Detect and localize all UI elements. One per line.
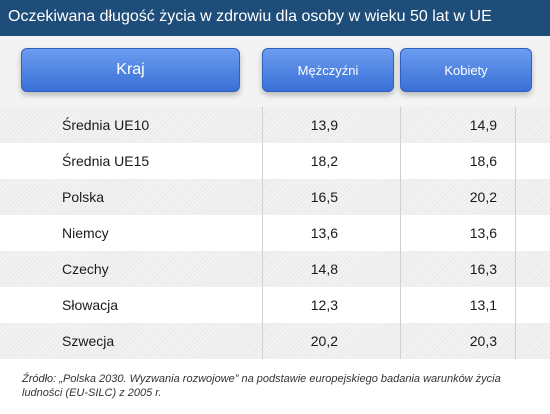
men-value-cell: 12,3 bbox=[310, 297, 338, 313]
table-row: Czechy 14,8 16,3 bbox=[0, 251, 550, 287]
country-cell: Średnia UE10 bbox=[62, 117, 150, 133]
data-table: Średnia UE10 13,9 14,9 Średnia UE15 18,2… bbox=[0, 107, 550, 359]
country-cell: Czechy bbox=[62, 261, 109, 277]
table-row: Średnia UE10 13,9 14,9 bbox=[0, 107, 550, 143]
men-value-cell: 14,8 bbox=[310, 261, 338, 277]
table-row: Szwecja 20,2 20,3 bbox=[0, 323, 550, 359]
men-value-cell: 16,5 bbox=[310, 189, 338, 205]
women-value-cell: 13,1 bbox=[469, 297, 497, 313]
source-note: Źródło: „Polska 2030. Wyzwania rozwojowe… bbox=[22, 373, 501, 399]
table-row: Średnia UE15 18,2 18,6 bbox=[0, 143, 550, 179]
title-bar: Oczekiwana długość życia w zdrowiu dla o… bbox=[0, 0, 550, 36]
men-value-cell: 18,2 bbox=[310, 153, 338, 169]
page-title: Oczekiwana długość życia w zdrowiu dla o… bbox=[8, 8, 492, 25]
column-divider bbox=[515, 107, 516, 359]
men-value-cell: 13,9 bbox=[310, 117, 338, 133]
table-row: Słowacja 12,3 13,1 bbox=[0, 287, 550, 323]
women-value-cell: 14,9 bbox=[469, 117, 497, 133]
column-header-country: Kraj bbox=[21, 48, 240, 92]
country-cell: Szwecja bbox=[62, 333, 115, 349]
country-cell: Polska bbox=[62, 189, 105, 205]
column-header-men: Mężczyźni bbox=[262, 48, 394, 92]
men-value-cell: 13,6 bbox=[310, 225, 338, 241]
column-divider bbox=[262, 107, 263, 359]
table-row: Niemcy 13,6 13,6 bbox=[0, 215, 550, 251]
men-value-cell: 20,2 bbox=[310, 333, 338, 349]
women-value-cell: 20,3 bbox=[469, 333, 497, 349]
country-cell: Średnia UE15 bbox=[62, 153, 150, 169]
country-cell: Słowacja bbox=[62, 297, 119, 313]
women-value-cell: 13,6 bbox=[469, 225, 497, 241]
women-value-cell: 20,2 bbox=[469, 189, 497, 205]
table-row: Polska 16,5 20,2 bbox=[0, 179, 550, 215]
women-value-cell: 16,3 bbox=[469, 261, 497, 277]
column-header-women: Kobiety bbox=[400, 48, 532, 92]
column-divider bbox=[400, 107, 401, 359]
country-cell: Niemcy bbox=[62, 225, 109, 241]
women-value-cell: 18,6 bbox=[469, 153, 497, 169]
